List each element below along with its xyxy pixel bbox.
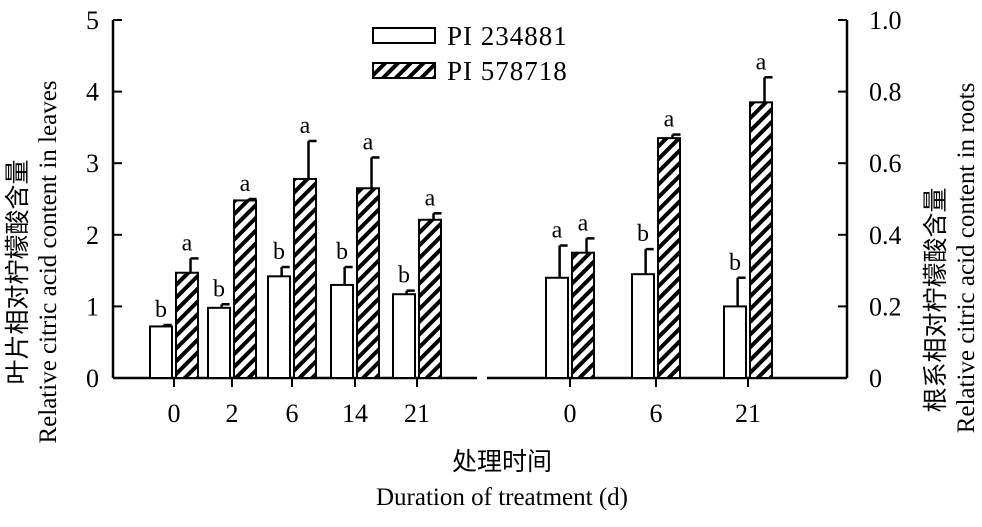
roots-bar-open	[631, 273, 655, 379]
leaves-significance-label: b	[273, 239, 285, 265]
leaves-bar-open	[149, 325, 173, 379]
leaves-significance-label: b	[398, 263, 410, 289]
roots-x-tick-label: 21	[735, 399, 761, 428]
left-y-tick-label: 5	[86, 6, 99, 35]
x-axis-title: Duration of treatment (d)	[376, 484, 628, 511]
left-axis-title: Relative citric acid content in leaves	[35, 80, 62, 443]
leaves-x-tick-label: 21	[404, 399, 430, 428]
left-axis-title-group: 叶片相对柠檬酸含量 Relative citric acid content i…	[4, 80, 62, 443]
left-y-tick-label: 2	[86, 221, 99, 250]
leaves-bar-hatched	[356, 187, 380, 379]
leaves-x-tick-label: 2	[226, 399, 239, 428]
roots-significance-label: b	[729, 250, 741, 276]
legend-swatch-open	[372, 27, 436, 44]
legend-swatch-hatched	[372, 62, 436, 79]
leaves-bar-open	[330, 283, 354, 380]
leaves-significance-label: a	[300, 113, 311, 139]
roots-significance-label: a	[664, 107, 675, 133]
leaves-bar-open	[392, 293, 416, 379]
left-y-tick-label: 4	[86, 78, 99, 107]
leaves-significance-label: a	[425, 185, 436, 211]
roots-significance-label: a	[756, 49, 767, 75]
x-axis-title-group: 处理时间 Duration of treatment (d)	[376, 448, 628, 511]
right-y-tick-label: 0.8	[869, 78, 902, 107]
right-y-tick-label: 0.4	[869, 221, 902, 250]
legend-label-2: PI 578718	[447, 56, 568, 86]
leaves-bar-open	[207, 306, 231, 379]
roots-bar-open	[723, 305, 747, 379]
leaves-significance-label: a	[240, 171, 251, 197]
left-y-tick-label: 1	[86, 292, 99, 321]
leaves-significance-label: b	[213, 276, 225, 302]
roots-bar-hatched	[749, 101, 773, 379]
left-y-tick-label: 0	[86, 364, 99, 393]
right-axis-title: Relative citric acid content in roots	[953, 83, 980, 434]
leaves-bar-hatched	[175, 271, 199, 379]
leaves-bar-open	[267, 275, 291, 379]
roots-x-tick-label: 6	[650, 399, 663, 428]
x-axis-title-cn: 处理时间	[452, 448, 552, 476]
legend: PI 234881 PI 578718	[372, 21, 568, 86]
leaves-bar-hatched	[293, 177, 317, 379]
roots-bar-hatched	[571, 251, 595, 379]
legend-label-1: PI 234881	[447, 21, 568, 51]
leaves-x-tick-label: 0	[168, 399, 181, 428]
leaves-significance-label: a	[182, 230, 193, 256]
leaves-significance-label: b	[336, 239, 348, 265]
leaves-x-tick-label: 14	[342, 399, 368, 428]
roots-significance-label: b	[637, 221, 649, 247]
roots-bar-hatched	[657, 137, 681, 379]
right-axis-title-cn: 根系相对柠檬酸含量	[922, 187, 950, 412]
leaves-bar-hatched	[233, 199, 257, 379]
leaves-significance-label: b	[155, 297, 167, 323]
right-y-tick-label: 0.2	[869, 292, 902, 321]
roots-bar-open	[545, 276, 569, 380]
right-axis-title-group: 根系相对柠檬酸含量 Relative citric acid content i…	[922, 83, 980, 434]
leaves-bar-hatched	[418, 218, 442, 379]
leaves-x-tick-label: 6	[286, 399, 299, 428]
leaves-significance-label: a	[363, 129, 374, 155]
right-y-tick-label: 1.0	[869, 6, 902, 35]
roots-x-tick-label: 0	[564, 399, 577, 428]
right-y-tick-label: 0.6	[869, 149, 902, 178]
right-y-tick-label: 0	[869, 364, 882, 393]
roots-significance-label: a	[578, 210, 589, 236]
roots-significance-label: a	[552, 218, 563, 244]
left-axis-title-cn: 叶片相对柠檬酸含量	[4, 159, 32, 384]
left-y-tick-label: 3	[86, 149, 99, 178]
